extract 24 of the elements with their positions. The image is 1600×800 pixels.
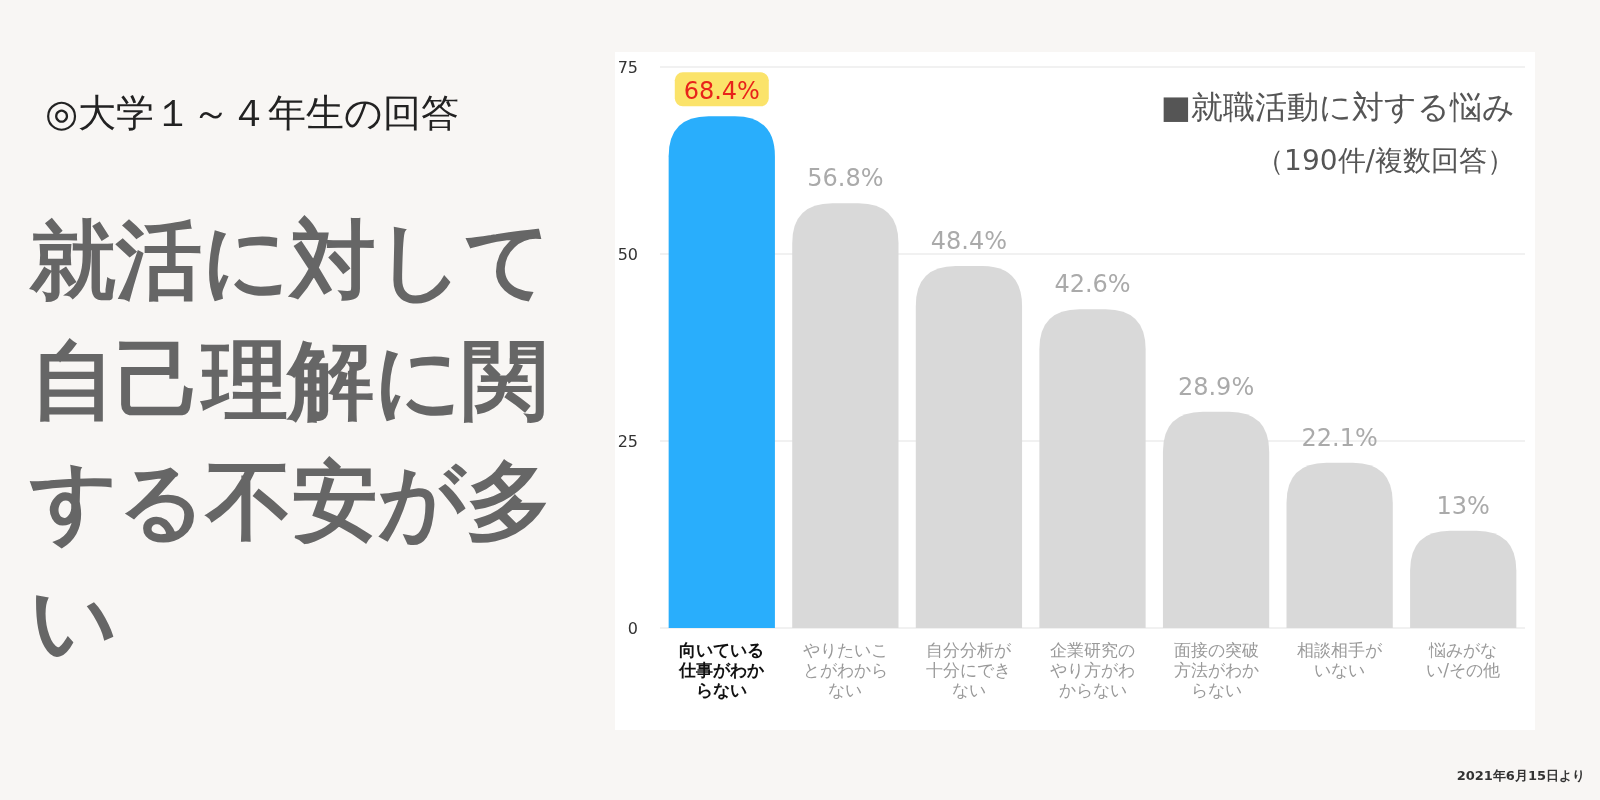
y-tick-label: 50 (617, 245, 638, 264)
data-label: 42.6% (1054, 270, 1131, 299)
x-tick-label: 面接の突破方法がわからない (1172, 640, 1260, 700)
annotation: ■就職活動に対する悩み (1160, 88, 1515, 126)
data-label: 28.9% (1177, 372, 1255, 401)
y-tick-label: 75 (617, 58, 638, 77)
text: ◎大学１～４年生の回答 (45, 90, 460, 137)
data-label: 22.1% (1301, 423, 1378, 452)
text: 就活に対して自己理解に関する不安が多い (30, 208, 553, 674)
data-label: 68.4% (683, 77, 760, 106)
x-tick-label: 相談相手がいない (1296, 640, 1384, 680)
x-tick-label: 向いている仕事がわからない (678, 640, 766, 700)
x-tick-label: やりたいことがわからない (801, 640, 889, 700)
annotation: （190件/複数回答） (1256, 144, 1515, 177)
text: 2021年6月15日より (1456, 768, 1585, 783)
data-label: 56.8% (807, 164, 884, 193)
bar (668, 116, 775, 628)
y-tick-label: 25 (617, 432, 638, 451)
x-tick-label: 企業研究のやり方がわからない (1049, 640, 1136, 700)
x-tick-label: 自分分析が十分にできない (925, 640, 1013, 700)
x-tick-label: 悩みがない/その他 (1425, 640, 1502, 680)
data-label: 48.4% (930, 226, 1008, 255)
data-label: 13% (1436, 491, 1490, 520)
y-tick-label: 0 (627, 619, 638, 638)
